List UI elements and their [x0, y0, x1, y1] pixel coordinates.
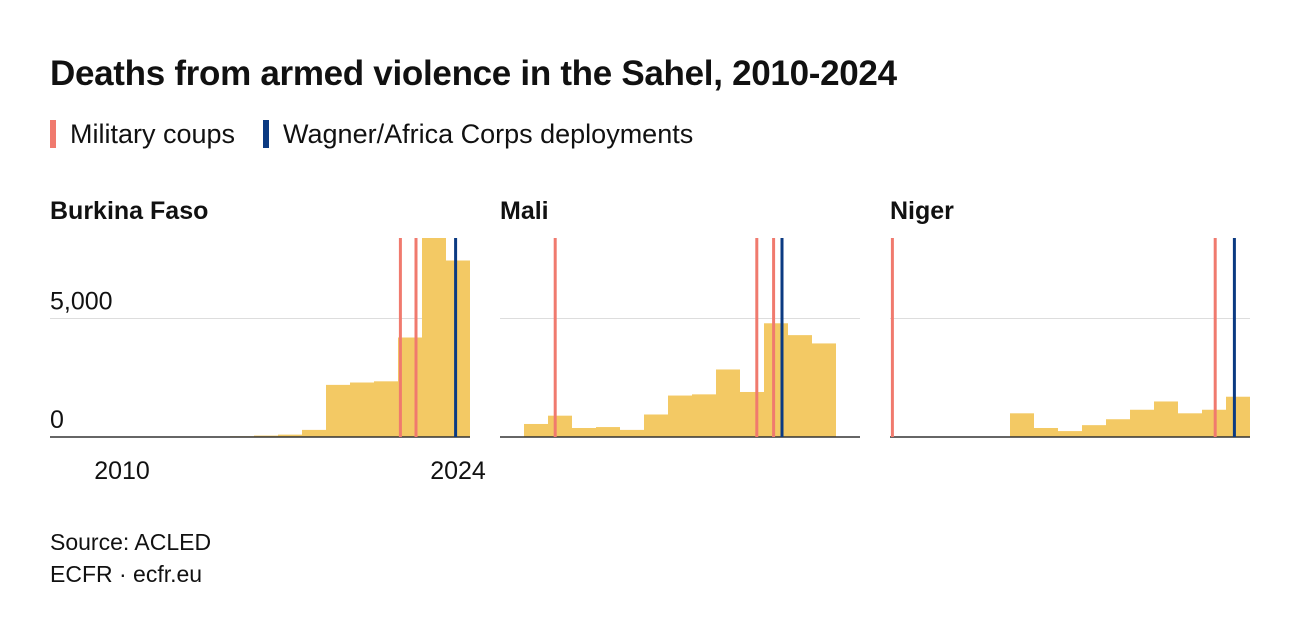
x-tick-label-0-1: 2024 [430, 457, 486, 485]
legend-label-wagner: Wagner/Africa Corps deployments [283, 118, 694, 149]
bar-0-2018 [302, 429, 326, 437]
bar-1-2011 [524, 423, 548, 437]
bar-1-2016 [644, 414, 668, 437]
bar-0-2023 [422, 238, 446, 437]
bar-1-2017 [668, 395, 692, 437]
bar-1-2013 [572, 427, 596, 437]
bar-2-2019 [1106, 419, 1130, 437]
bar-2-2021 [1154, 401, 1178, 437]
footer: Source: ACLED ECFR · ecfr.eu [50, 526, 211, 590]
bar-2-2015 [1010, 413, 1034, 437]
panel-title-1: Mali [500, 197, 549, 225]
bar-0-2022 [398, 337, 422, 437]
panel-title-2: Niger [890, 197, 954, 225]
bar-1-2023 [812, 343, 836, 437]
bar-1-2018 [692, 394, 716, 437]
legend-swatch-coups [50, 120, 56, 148]
legend-item-coups: Military coups [50, 119, 235, 150]
bar-0-2017 [278, 434, 302, 437]
source-note: Source: ACLED [50, 529, 212, 555]
bar-1-2019 [716, 369, 740, 437]
bar-0-2021 [374, 381, 398, 437]
bar-0-2024 [446, 260, 470, 437]
bar-1-2015 [620, 429, 644, 437]
chart-title: Deaths from armed violence in the Sahel,… [50, 54, 897, 93]
bar-1-2022 [788, 335, 812, 437]
bar-2-2020 [1130, 409, 1154, 437]
y-tick-label-0-0: 0 [50, 406, 64, 434]
bar-1-2014 [596, 427, 620, 437]
bar-0-2019 [326, 384, 350, 437]
bar-1-2012 [548, 415, 572, 437]
y-tick-label-0-1: 5,000 [50, 288, 113, 316]
bar-2-2018 [1082, 425, 1106, 437]
legend: Military coups Wagner/Africa Corps deplo… [50, 114, 721, 154]
credit-note: ECFR · ecfr.eu [50, 561, 203, 587]
bar-2-2024 [1226, 396, 1250, 437]
panel-title-0: Burkina Faso [50, 197, 208, 225]
legend-swatch-wagner [263, 120, 270, 148]
bar-2-2016 [1034, 427, 1058, 437]
bar-2-2017 [1058, 431, 1082, 437]
legend-item-wagner: Wagner/Africa Corps deployments [263, 119, 693, 150]
legend-label-coups: Military coups [70, 118, 236, 149]
bar-1-2021 [764, 323, 788, 437]
bar-0-2020 [350, 382, 374, 437]
bar-1-2020 [740, 391, 764, 437]
bar-2-2022 [1178, 413, 1202, 437]
x-tick-label-0-0: 2010 [94, 457, 150, 485]
